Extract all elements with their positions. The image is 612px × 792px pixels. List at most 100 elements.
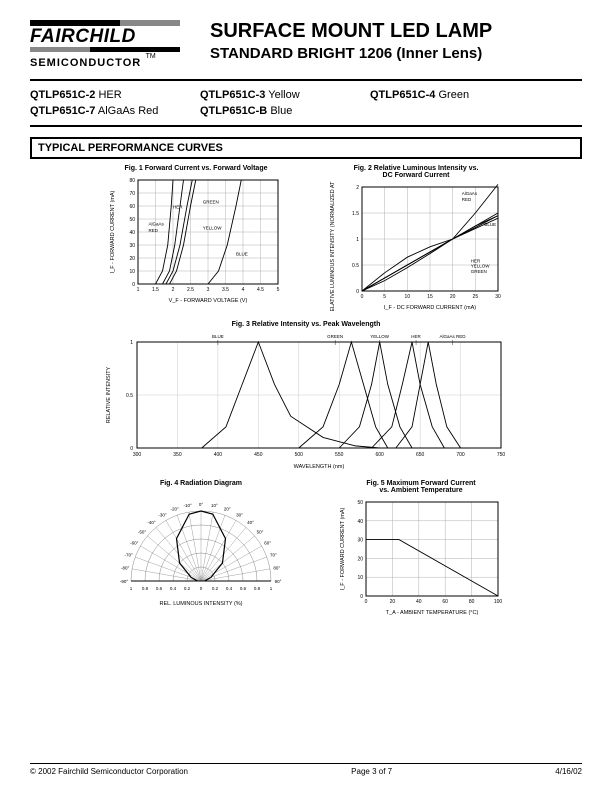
svg-text:40: 40 (129, 230, 135, 236)
svg-text:V_F - FORWARD VOLTAGE (V): V_F - FORWARD VOLTAGE (V) (169, 298, 248, 304)
svg-text:60: 60 (129, 204, 135, 210)
fig2-svg: 05101520253000.511.52I_F - DC FORWARD CU… (326, 181, 506, 311)
footer: © 2002 Fairchild Semiconductor Corporati… (30, 763, 582, 776)
fig2-chart: Fig. 2 Relative Luminous Intensity vs. D… (326, 165, 506, 311)
svg-text:10: 10 (405, 294, 411, 300)
svg-text:BLUE: BLUE (212, 334, 224, 339)
svg-text:50: 50 (357, 500, 363, 506)
svg-text:300: 300 (133, 452, 142, 458)
svg-text:0.2: 0.2 (184, 586, 191, 591)
svg-text:25: 25 (473, 294, 479, 300)
svg-text:REL. LUMINOUS INTENSITY (%): REL. LUMINOUS INTENSITY (%) (159, 601, 242, 607)
svg-text:10: 10 (129, 269, 135, 275)
svg-text:0.2: 0.2 (212, 586, 219, 591)
svg-text:0.6: 0.6 (240, 586, 247, 591)
svg-text:500: 500 (295, 452, 304, 458)
svg-text:70°: 70° (270, 553, 277, 558)
svg-text:-20°: -20° (171, 507, 180, 512)
fig3-svg: 30035040045050055060065070075000.51WAVEL… (101, 330, 511, 470)
svg-text:RELATIVE LUMINOUS INTENSITY (N: RELATIVE LUMINOUS INTENSITY (NORMALIZED … (330, 181, 336, 311)
svg-text:0.5: 0.5 (352, 263, 359, 269)
svg-text:1: 1 (137, 287, 140, 293)
svg-text:RED: RED (149, 228, 159, 233)
svg-text:GREEN: GREEN (471, 269, 487, 274)
svg-text:GREEN: GREEN (327, 334, 343, 339)
svg-text:50: 50 (129, 217, 135, 223)
svg-text:-60°: -60° (130, 541, 139, 546)
svg-text:650: 650 (416, 452, 425, 458)
logo: FAIRCHILD SEMICONDUCTOR TM (30, 20, 180, 71)
svg-text:-70°: -70° (124, 553, 133, 558)
svg-text:30°: 30° (236, 512, 243, 517)
svg-text:20: 20 (129, 256, 135, 262)
svg-text:2: 2 (172, 287, 175, 293)
svg-text:YELLOW: YELLOW (370, 334, 390, 339)
part-number: QTLP651C-2 (30, 89, 95, 101)
svg-text:20: 20 (357, 556, 363, 562)
part-list: QTLP651C-2 HER QTLP651C-3 Yellow QTLP651… (30, 81, 582, 127)
svg-text:0.4: 0.4 (170, 586, 177, 591)
svg-text:RED: RED (462, 197, 472, 202)
part-desc: Green (438, 89, 469, 101)
svg-text:-40°: -40° (147, 520, 156, 525)
svg-text:2.5: 2.5 (187, 287, 194, 293)
svg-text:AlGaAs: AlGaAs (149, 222, 165, 227)
svg-text:T_A - AMBIENT TEMPERATURE (°C): T_A - AMBIENT TEMPERATURE (°C) (386, 610, 479, 616)
svg-text:350: 350 (173, 452, 182, 458)
fig4-title: Fig. 4 Radiation Diagram (106, 480, 296, 487)
svg-text:HER: HER (411, 334, 421, 339)
footer-right: 4/16/02 (555, 767, 582, 776)
svg-text:0.6: 0.6 (156, 586, 163, 591)
svg-text:600: 600 (375, 452, 384, 458)
svg-text:20°: 20° (224, 507, 231, 512)
svg-text:YELLOW: YELLOW (203, 225, 223, 230)
svg-text:4: 4 (242, 287, 245, 293)
svg-text:1.5: 1.5 (352, 211, 359, 217)
svg-text:40: 40 (416, 599, 422, 605)
svg-text:30: 30 (495, 294, 501, 300)
svg-text:0: 0 (361, 294, 364, 300)
part-desc: HER (98, 89, 121, 101)
part-desc: AlGaAs Red (98, 105, 159, 117)
page-title: SURFACE MOUNT LED LAMP (210, 20, 582, 43)
fig3-chart: Fig. 3 Relative Intensity vs. Peak Wavel… (101, 321, 511, 470)
part-desc: Blue (270, 105, 292, 117)
svg-text:0: 0 (132, 282, 135, 288)
svg-text:0: 0 (365, 599, 368, 605)
fig5-chart: Fig. 5 Maximum Forward Current vs. Ambie… (336, 480, 506, 616)
svg-text:700: 700 (456, 452, 465, 458)
svg-text:0: 0 (356, 289, 359, 295)
svg-text:1: 1 (270, 586, 273, 591)
svg-text:RELATIVE INTENSITY: RELATIVE INTENSITY (106, 366, 112, 423)
svg-text:60°: 60° (264, 541, 271, 546)
svg-text:0.8: 0.8 (142, 586, 149, 591)
svg-text:1: 1 (356, 237, 359, 243)
header: FAIRCHILD SEMICONDUCTOR TM SURFACE MOUNT… (30, 20, 582, 81)
svg-text:3: 3 (207, 287, 210, 293)
svg-text:3.5: 3.5 (222, 287, 229, 293)
svg-text:80: 80 (469, 599, 475, 605)
svg-text:AlGaAs RED: AlGaAs RED (439, 334, 466, 339)
svg-text:400: 400 (214, 452, 223, 458)
svg-text:20: 20 (450, 294, 456, 300)
svg-text:80: 80 (129, 178, 135, 184)
title-block: SURFACE MOUNT LED LAMP STANDARD BRIGHT 1… (190, 20, 582, 62)
svg-text:5: 5 (277, 287, 280, 293)
svg-text:40: 40 (357, 519, 363, 525)
svg-text:0: 0 (130, 446, 133, 452)
svg-text:10°: 10° (211, 503, 218, 508)
svg-text:WAVELENGTH (nm): WAVELENGTH (nm) (294, 464, 345, 470)
logo-brand: FAIRCHILD (30, 27, 180, 46)
svg-text:5: 5 (383, 294, 386, 300)
svg-text:1: 1 (130, 340, 133, 346)
part-number: QTLP651C-7 (30, 105, 95, 117)
svg-text:0.4: 0.4 (226, 586, 233, 591)
svg-text:0°: 0° (199, 502, 204, 507)
svg-text:I_F - DC FORWARD CURRENT (mA): I_F - DC FORWARD CURRENT (mA) (384, 305, 476, 311)
section-title: TYPICAL PERFORMANCE CURVES (30, 137, 582, 159)
svg-text:15: 15 (427, 294, 433, 300)
svg-text:100: 100 (494, 599, 503, 605)
svg-text:I_F - FORWARD CURRENT (mA): I_F - FORWARD CURRENT (mA) (110, 190, 116, 273)
svg-text:-80°: -80° (121, 566, 130, 571)
svg-text:0.5: 0.5 (126, 393, 133, 399)
